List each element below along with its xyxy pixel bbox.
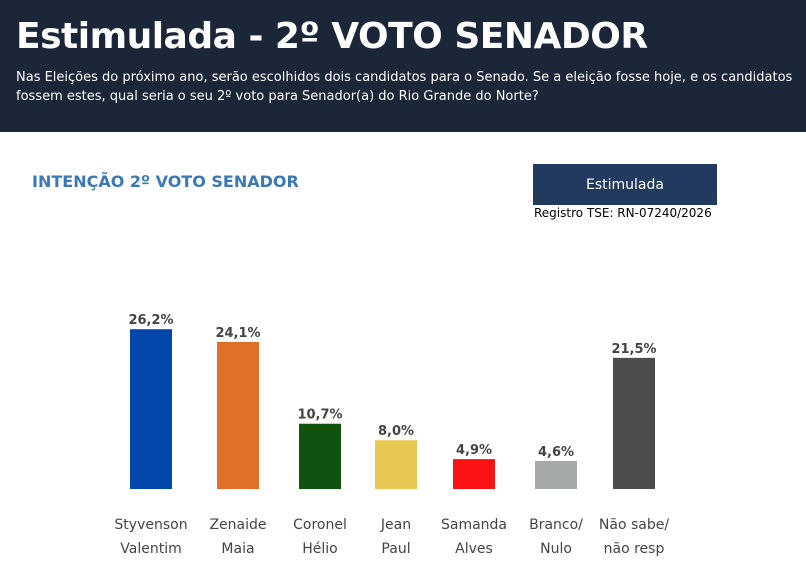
bar [130,329,172,489]
data-label: 24,1% [215,326,260,341]
category-label: Alves [455,541,493,557]
data-label: 10,7% [297,408,342,423]
category-label: não resp [604,541,665,557]
bar [217,341,259,489]
category-label: Branco/ [529,517,583,533]
category-label: Maia [221,541,254,557]
data-label: 4,6% [538,445,574,460]
page-title: Estimulada - 2º VOTO SENADOR [16,16,648,57]
bar [535,460,577,489]
category-label: Paul [381,541,410,557]
category-label: Zenaide [209,517,266,533]
data-label: 8,0% [378,424,414,439]
bar [299,423,341,489]
data-label: 21,5% [611,342,656,357]
category-label: Nulo [540,541,572,557]
category-label: Valentim [120,541,181,557]
category-label: Styvenson [114,517,187,533]
bar [613,357,655,489]
data-label: 4,9% [456,443,492,458]
data-label: 26,2% [128,313,173,328]
category-label: Samanda [441,517,507,533]
category-label: Não sabe/ [599,517,669,533]
category-label: Hélio [302,541,338,557]
bar [375,440,417,489]
chart-title: INTENÇÃO 2º VOTO SENADOR [32,172,299,191]
bar [453,459,495,489]
category-label: Jean [380,517,411,533]
category-label: Coronel [293,517,347,533]
registro-tse: Registro TSE: RN-07240/2026 [534,206,712,220]
header: Estimulada - 2º VOTO SENADOR Nas Eleiçõe… [0,0,806,132]
page-subtitle: Nas Eleições do próximo ano, serão escol… [16,70,793,104]
estimulada-badge: Estimulada [533,164,717,205]
